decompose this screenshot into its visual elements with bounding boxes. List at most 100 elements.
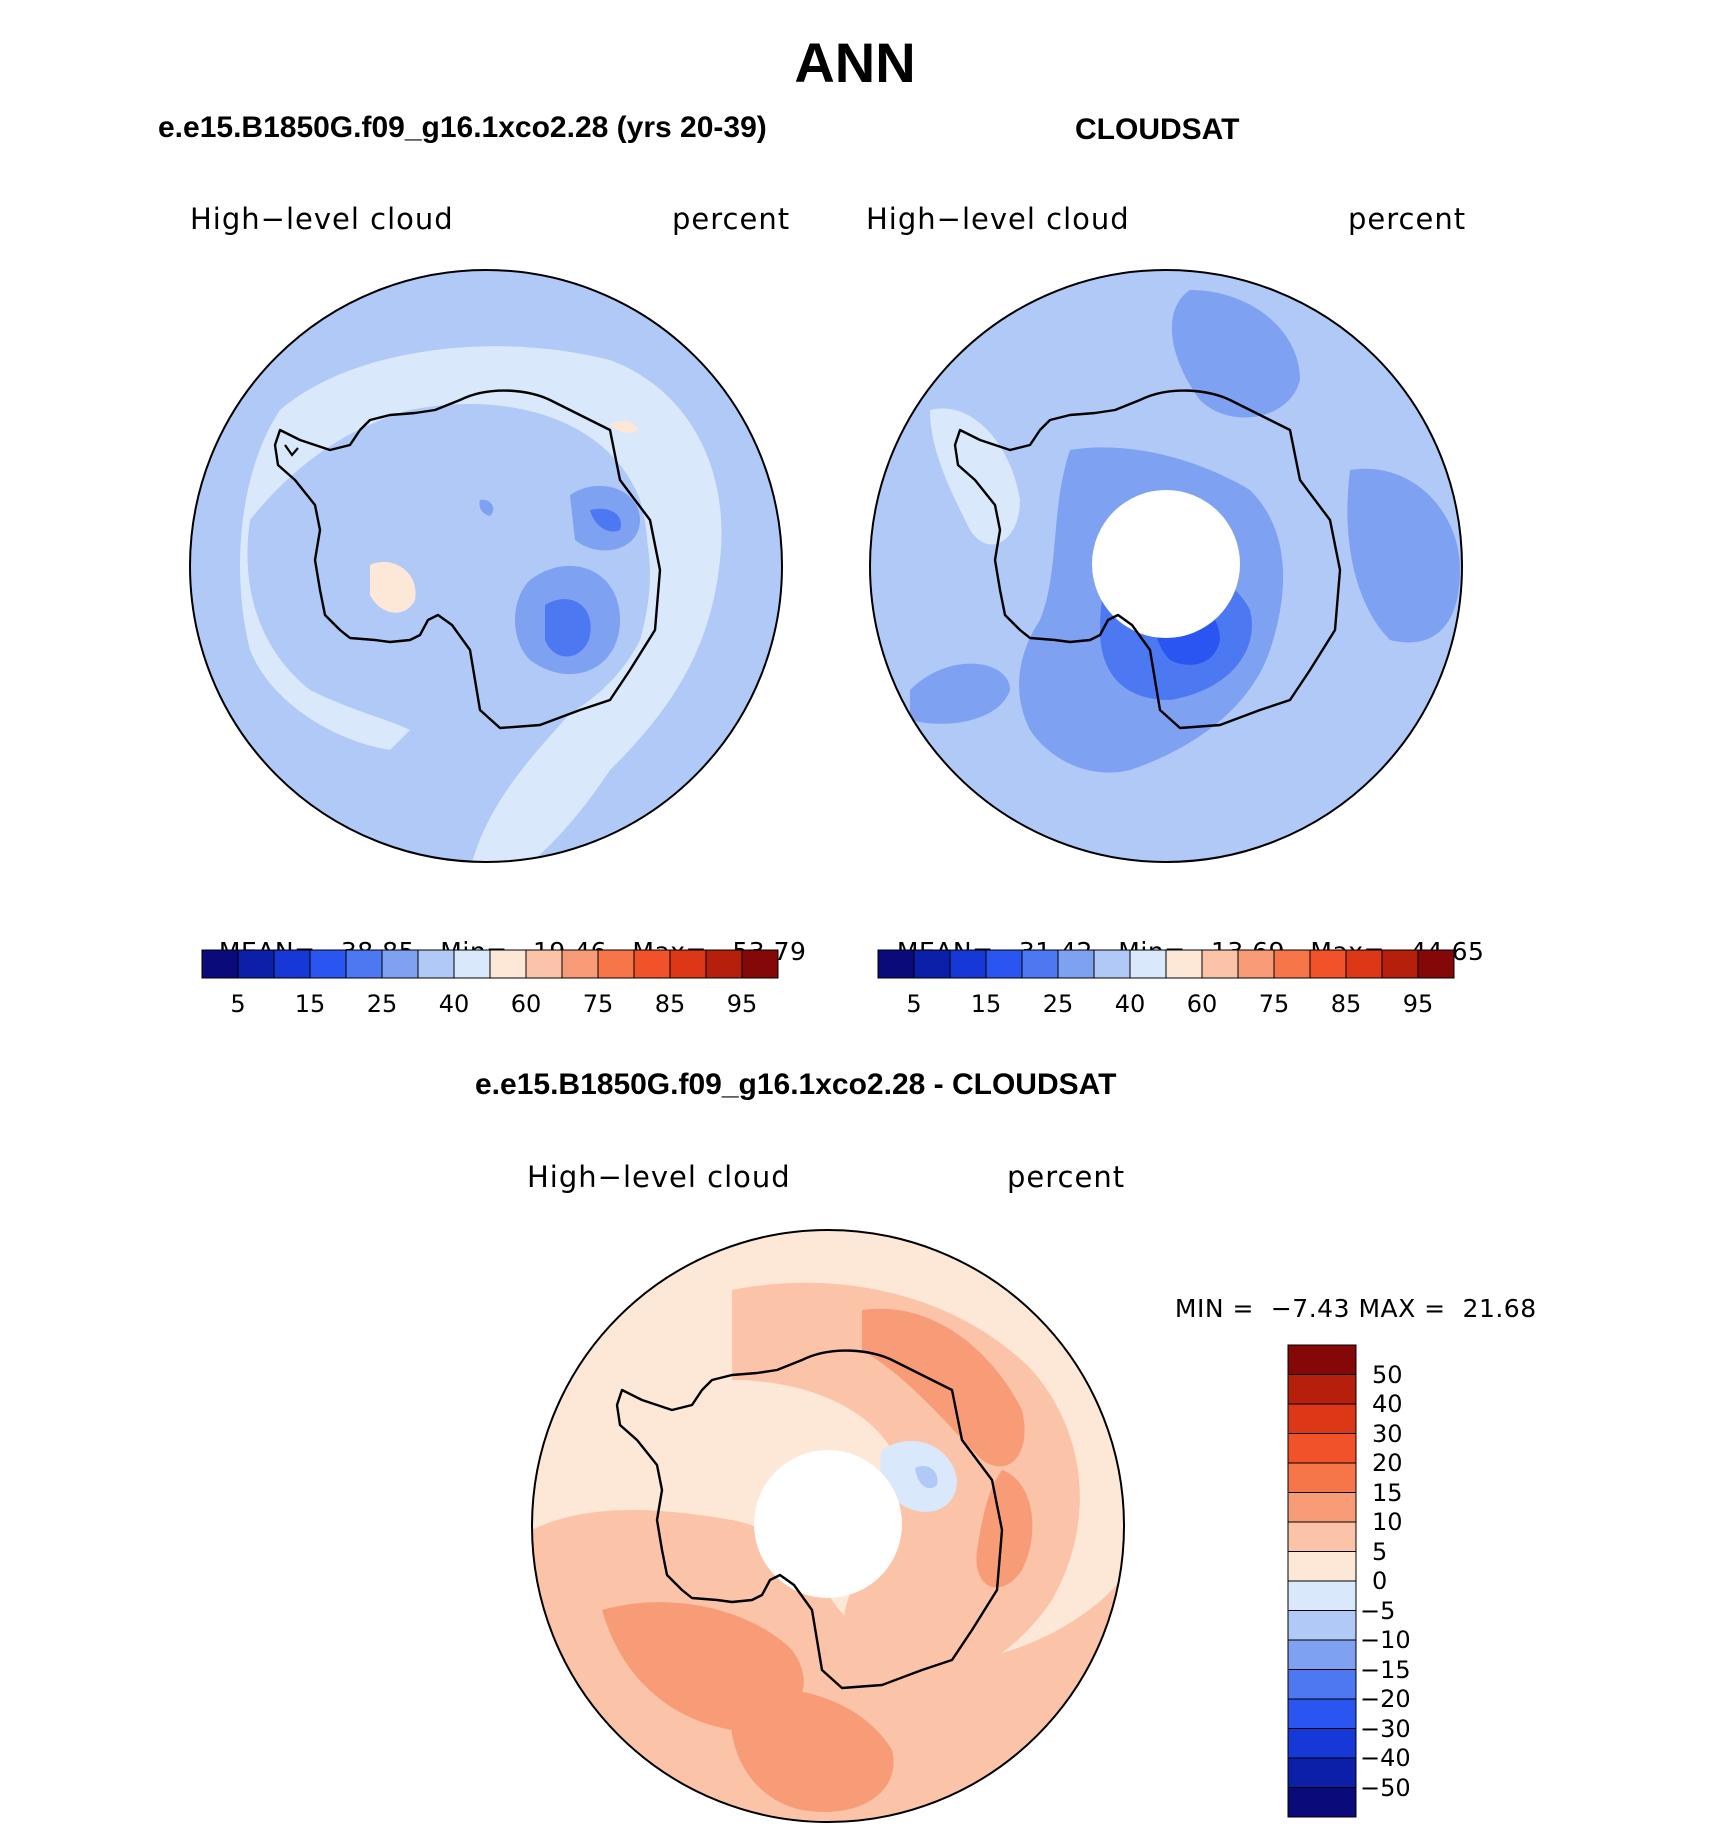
obs-colorbar-tick-label: 85 (1330, 990, 1362, 1018)
model-colorbar-swatch (453, 949, 491, 979)
diff-min-max: MIN = −7.43 MAX = 21.68 (1158, 1265, 1537, 1323)
diff-colorbar (1287, 1344, 1357, 1818)
obs-colorbar-tick-label: 15 (970, 990, 1002, 1018)
diff-units-label: percent (1007, 1160, 1126, 1194)
obs-colorbar-tick-label: 75 (1258, 990, 1290, 1018)
model-colorbar-tick-label: 5 (230, 990, 246, 1018)
diff-panel-title: e.e15.B1850G.f09_g16.1xco2.28 - CLOUDSAT (475, 1068, 1117, 1101)
diff-colorbar-swatch (1287, 1580, 1357, 1611)
diff-colorbar-swatch (1287, 1374, 1357, 1405)
obs-colorbar-tick-label: 25 (1042, 990, 1074, 1018)
obs-colorbar-swatch (1093, 949, 1131, 979)
diff-polar-map (531, 1229, 1125, 1823)
diff-colorbar-tick-label: −20 (1360, 1685, 1411, 1713)
obs-polar-map (869, 269, 1463, 863)
diff-colorbar-swatch (1287, 1462, 1357, 1493)
diff-max-label: MAX = (1358, 1294, 1446, 1323)
diff-colorbar-swatch (1287, 1492, 1357, 1523)
model-colorbar-swatch (237, 949, 275, 979)
obs-variable-label: High−level cloud (866, 202, 1130, 236)
model-colorbar-swatch (201, 949, 239, 979)
diff-colorbar-tick-label: −40 (1360, 1744, 1411, 1772)
model-units-label: percent (672, 202, 791, 236)
diff-colorbar-ticks: 50 40 30 20 15 10 5 0 −5 −10 −15 −20 −30 −40 −50 (1360, 1345, 1440, 1820)
diff-min-label: MIN = (1174, 1294, 1254, 1323)
model-colorbar (201, 949, 779, 979)
model-colorbar-swatch (489, 949, 527, 979)
model-variable-label: High−level cloud (190, 202, 454, 236)
model-colorbar-swatch (669, 949, 707, 979)
obs-colorbar-swatch (1057, 949, 1095, 979)
main-title: ANN (794, 31, 916, 94)
diff-colorbar-swatch (1287, 1728, 1357, 1759)
model-colorbar-ticks: 5 15 25 40 60 75 85 95 (202, 990, 778, 1020)
model-panel-title: e.e15.B1850G.f09_g16.1xco2.28 (yrs 20-39… (158, 111, 767, 144)
model-colorbar-tick-label: 40 (438, 990, 470, 1018)
model-colorbar-swatch (417, 949, 455, 979)
obs-colorbar-swatch (949, 949, 987, 979)
obs-colorbar-swatch (1309, 949, 1347, 979)
diff-colorbar-swatch (1287, 1639, 1357, 1670)
model-colorbar-tick-label: 15 (294, 990, 326, 1018)
obs-colorbar-swatch (1417, 949, 1455, 979)
diff-colorbar-swatch (1287, 1757, 1357, 1788)
diff-colorbar-tick-label: −50 (1360, 1773, 1411, 1802)
diff-max-value: 21.68 (1462, 1294, 1537, 1323)
diff-colorbar-swatch (1287, 1344, 1357, 1375)
model-colorbar-swatch (345, 949, 383, 979)
diff-colorbar-tick-label: −15 (1360, 1655, 1411, 1684)
diff-colorbar-tick-label: 0 (1372, 1567, 1388, 1595)
diff-colorbar-tick-label: 10 (1372, 1508, 1403, 1536)
obs-units-label: percent (1348, 202, 1467, 236)
obs-colorbar-ticks: 5 15 25 40 60 75 85 95 (878, 990, 1454, 1020)
obs-colorbar-swatch (1165, 949, 1203, 979)
model-colorbar-swatch (741, 949, 779, 979)
model-colorbar-tick-label: 85 (654, 990, 686, 1018)
obs-colorbar-swatch (877, 949, 915, 979)
obs-colorbar (877, 949, 1455, 979)
obs-colorbar-tick-label: 95 (1402, 990, 1434, 1018)
model-colorbar-swatch (309, 949, 347, 979)
diff-min-value: −7.43 (1270, 1294, 1350, 1323)
obs-colorbar-swatch (1237, 949, 1275, 979)
obs-colorbar-swatch (1345, 949, 1383, 979)
model-colorbar-tick-label: 75 (582, 990, 614, 1018)
obs-panel-title: CLOUDSAT (1075, 113, 1240, 146)
model-polar-map (189, 269, 783, 863)
obs-colorbar-tick-label: 60 (1186, 990, 1218, 1018)
diff-variable-label: High−level cloud (527, 1160, 791, 1194)
diff-colorbar-tick-label: 30 (1372, 1419, 1403, 1448)
diff-colorbar-swatch (1287, 1403, 1357, 1434)
diff-colorbar-tick-label: 5 (1372, 1537, 1388, 1566)
diff-colorbar-swatch (1287, 1551, 1357, 1582)
model-colorbar-swatch (561, 949, 599, 979)
diff-colorbar-swatch (1287, 1521, 1357, 1552)
diff-colorbar-tick-label: 40 (1372, 1390, 1403, 1418)
model-colorbar-swatch (633, 949, 671, 979)
model-colorbar-tick-label: 25 (366, 990, 398, 1018)
obs-colorbar-swatch (913, 949, 951, 979)
diff-colorbar-tick-label: −10 (1360, 1626, 1411, 1654)
diff-colorbar-tick-label: 15 (1372, 1478, 1403, 1507)
diff-colorbar-tick-label: 50 (1372, 1360, 1403, 1389)
diff-colorbar-swatch (1287, 1787, 1357, 1818)
diff-colorbar-swatch (1287, 1433, 1357, 1464)
diff-colorbar-tick-label: −30 (1360, 1714, 1411, 1743)
model-colorbar-swatch (525, 949, 563, 979)
obs-colorbar-tick-label: 5 (906, 990, 922, 1018)
model-colorbar-swatch (381, 949, 419, 979)
diff-colorbar-tick-label: −5 (1360, 1596, 1396, 1625)
obs-colorbar-swatch (985, 949, 1023, 979)
model-colorbar-tick-label: 60 (510, 990, 542, 1018)
model-colorbar-swatch (705, 949, 743, 979)
diff-colorbar-swatch (1287, 1669, 1357, 1700)
diff-colorbar-swatch (1287, 1698, 1357, 1729)
obs-colorbar-tick-label: 40 (1114, 990, 1146, 1018)
diff-colorbar-tick-label: 20 (1372, 1449, 1403, 1477)
diff-colorbar-swatch (1287, 1610, 1357, 1641)
obs-colorbar-swatch (1129, 949, 1167, 979)
obs-colorbar-swatch (1273, 949, 1311, 979)
model-colorbar-tick-label: 95 (726, 990, 758, 1018)
model-colorbar-swatch (597, 949, 635, 979)
model-colorbar-swatch (273, 949, 311, 979)
